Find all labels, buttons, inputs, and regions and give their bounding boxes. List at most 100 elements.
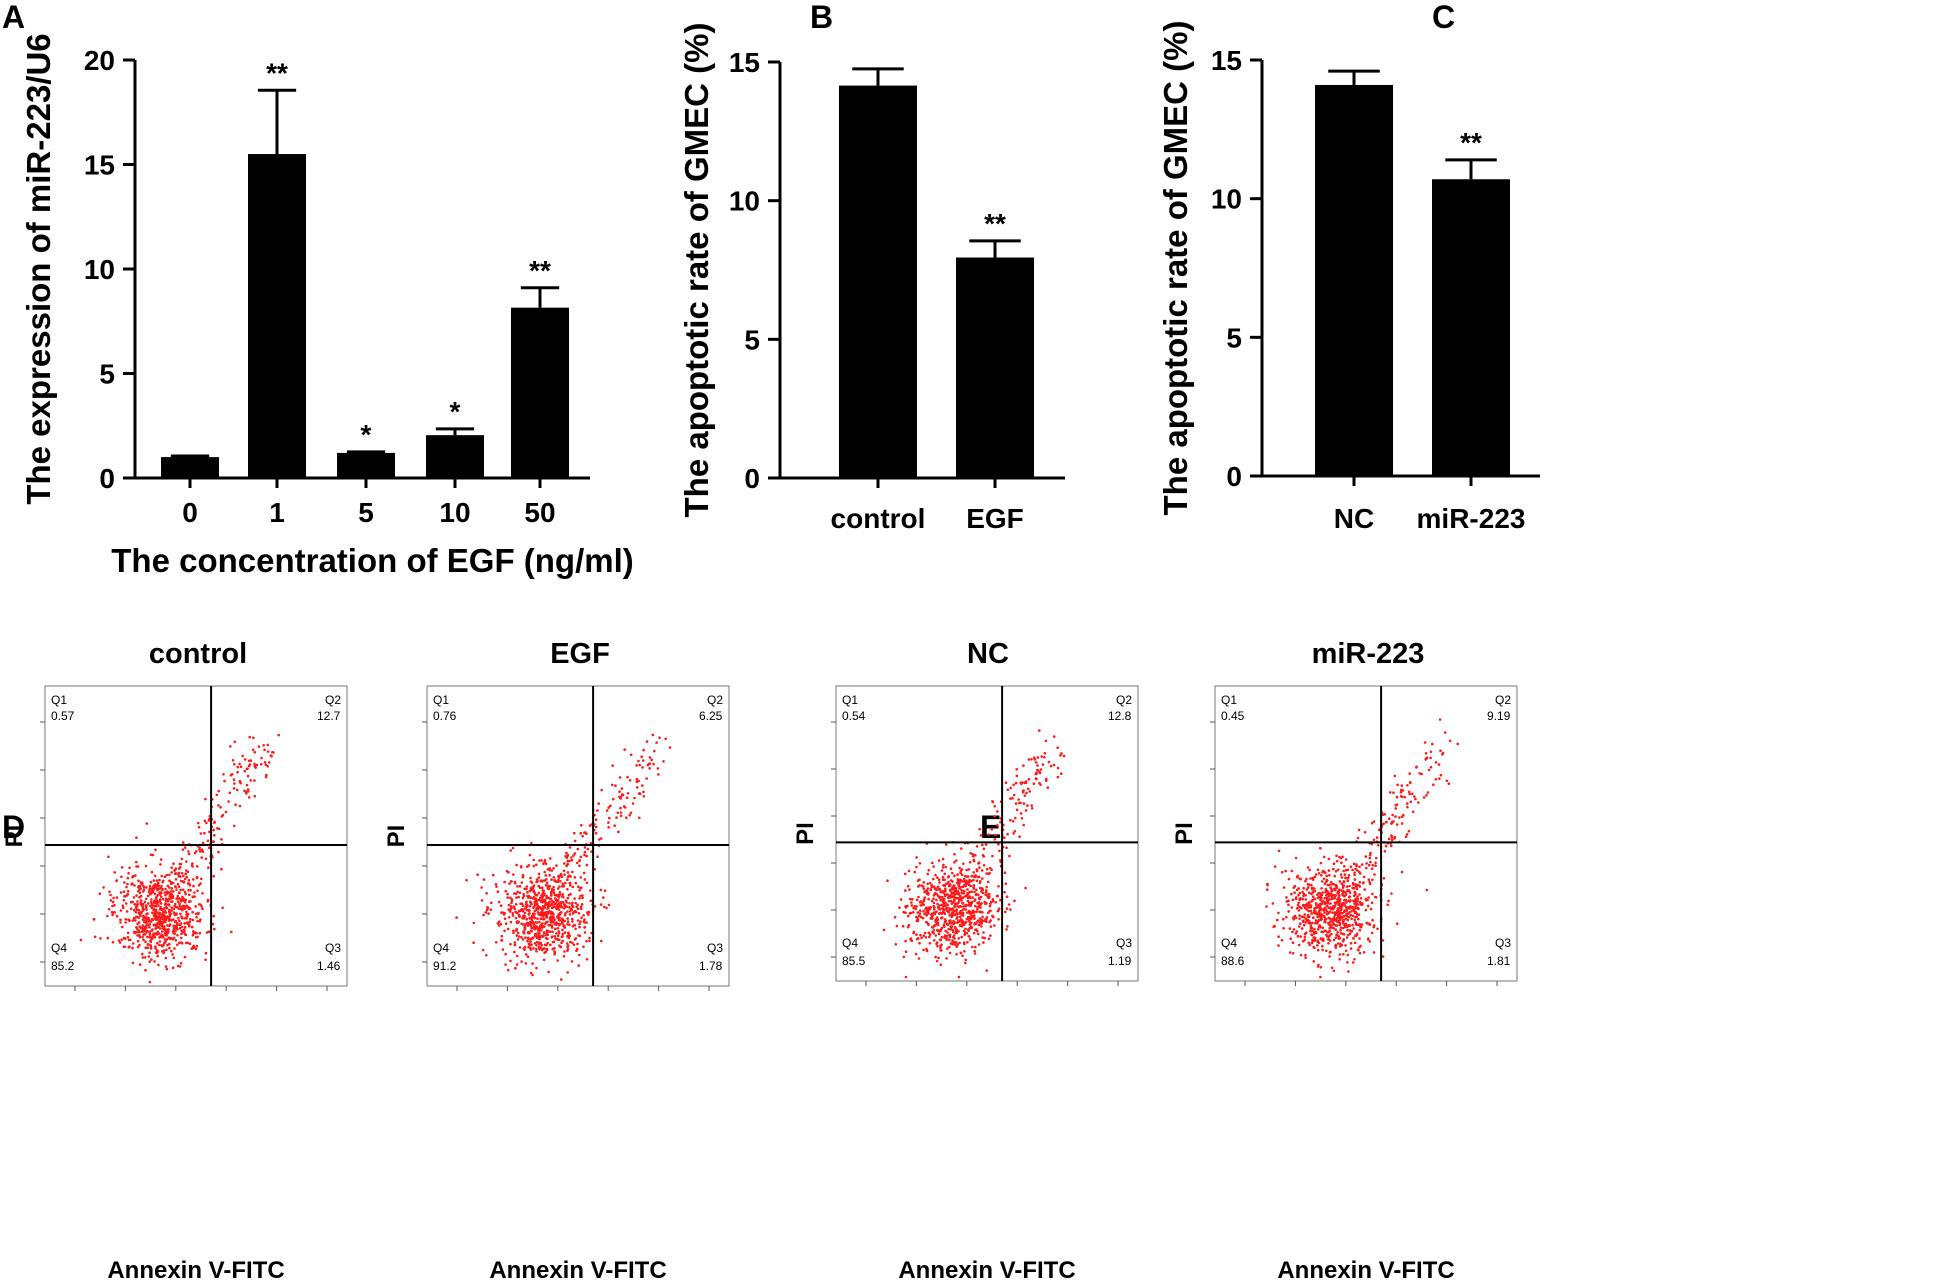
event-dot [179, 962, 183, 965]
event-dot [984, 893, 987, 896]
event-dot [641, 784, 644, 787]
event-dot [656, 767, 660, 770]
event-dot [158, 927, 162, 930]
y-axis-title: The expression of miR-223/U6 [20, 33, 57, 504]
event-dot [144, 904, 148, 907]
event-dot [198, 931, 202, 935]
event-dot [1362, 881, 1365, 884]
event-dot [631, 802, 635, 805]
event-dot [1306, 902, 1309, 906]
event-dot [1371, 864, 1375, 867]
event-dot [148, 951, 151, 954]
event-dot [1324, 929, 1327, 933]
event-dot [540, 923, 543, 927]
event-dot [160, 895, 163, 899]
y-tick-label: 0 [99, 463, 115, 494]
event-dot [1327, 869, 1331, 872]
event-dot [92, 917, 96, 921]
event-dot [1297, 909, 1301, 912]
event-dot [537, 913, 540, 916]
event-dot [238, 779, 242, 783]
event-dot [958, 866, 961, 870]
event-dot [531, 937, 534, 940]
event-dot [1351, 881, 1355, 885]
event-dot [142, 938, 145, 942]
event-dot [904, 950, 908, 953]
event-dot [121, 925, 124, 929]
event-dot [195, 944, 199, 948]
event-dot [143, 956, 147, 959]
event-dot [548, 930, 552, 933]
event-dot [535, 921, 539, 924]
event-dot [948, 907, 951, 910]
event-dot [1309, 927, 1313, 930]
event-dot [148, 930, 151, 934]
event-dot [528, 922, 531, 925]
event-dot [480, 886, 483, 889]
event-dot [949, 883, 952, 886]
event-dot [544, 874, 548, 877]
event-dot [551, 930, 554, 934]
event-dot [152, 907, 156, 911]
event-dot [1307, 909, 1310, 913]
event-dot [504, 952, 508, 956]
event-dot [977, 893, 980, 897]
event-dot [161, 930, 164, 933]
event-dot [472, 941, 475, 944]
event-dot [183, 890, 187, 894]
event-dot [580, 903, 584, 906]
event-dot [233, 824, 236, 828]
event-dot [178, 862, 182, 866]
event-dot [578, 888, 581, 892]
event-dot [233, 782, 236, 785]
event-dot [913, 870, 917, 874]
event-dot [959, 951, 963, 955]
q1-value: 0.57 [51, 709, 75, 723]
event-dot [1365, 921, 1368, 925]
event-dot [1370, 901, 1374, 904]
event-dot [938, 896, 942, 900]
event-dot [919, 904, 923, 907]
event-dot [959, 869, 963, 873]
event-dot [1349, 914, 1352, 917]
event-dot [1310, 900, 1313, 903]
event-dot [552, 867, 555, 870]
event-dot [942, 904, 945, 908]
event-dot [106, 914, 109, 918]
event-dot [548, 910, 551, 913]
event-dot [962, 862, 965, 866]
event-dot [272, 751, 275, 754]
event-dot [893, 915, 897, 919]
event-dot [111, 904, 114, 908]
event-dot [1385, 820, 1388, 824]
event-dot [1310, 933, 1314, 937]
event-dot [943, 918, 947, 921]
event-dot [563, 950, 566, 953]
event-dot [1038, 729, 1041, 732]
plot-frame [44, 685, 348, 987]
event-dot [545, 894, 548, 898]
event-dot [566, 859, 570, 863]
event-dot [1313, 946, 1316, 950]
event-dot [970, 945, 974, 949]
event-dot [951, 901, 955, 904]
event-dot [1344, 917, 1348, 920]
event-dot [597, 802, 600, 805]
event-dot [575, 861, 579, 865]
event-dot [944, 865, 948, 869]
event-dot [1357, 917, 1360, 921]
event-dot [635, 786, 639, 789]
event-dot [996, 810, 999, 813]
event-dot [122, 945, 126, 948]
event-dot [1334, 902, 1337, 906]
event-dot [1348, 924, 1352, 927]
event-dot [932, 877, 935, 881]
event-dot [1339, 928, 1342, 932]
event-dot [960, 925, 964, 928]
event-dot [102, 886, 105, 889]
event-dot [230, 930, 233, 934]
event-dot [1019, 812, 1023, 815]
event-dot [545, 948, 549, 952]
event-dot [976, 901, 979, 905]
event-dot [187, 907, 191, 911]
